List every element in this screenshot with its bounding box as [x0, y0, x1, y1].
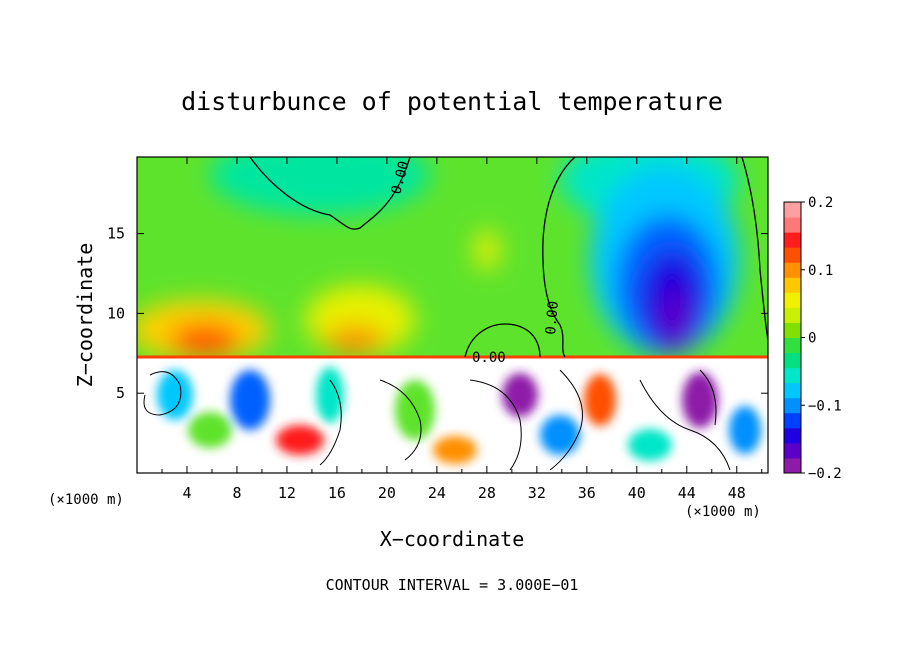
colorbar-swatch	[784, 202, 801, 218]
eddy-13	[729, 406, 761, 454]
x-tick-label: 24	[428, 484, 446, 502]
colorbar-swatch	[784, 397, 801, 414]
colorbar-swatch	[784, 427, 801, 444]
x-axis-ticks: 4 8 12 16 20 24 28 32 36 40 44 48	[161, 157, 763, 502]
colorbar-swatch	[784, 457, 801, 474]
x-tick-label: 20	[378, 484, 396, 502]
eddy-contours	[143, 369, 731, 471]
colorbar-tick-label: −0.2	[808, 466, 842, 482]
colorbar-swatch	[784, 307, 801, 323]
colorbar-swatch	[784, 442, 801, 459]
x-tick-label: 28	[478, 484, 496, 502]
cold-core-region	[659, 288, 691, 348]
x-unit-left: (×1000 m)	[48, 492, 124, 508]
y-tick-label: 15	[107, 225, 125, 243]
warm-spot	[475, 230, 499, 270]
eddy-contour-4	[469, 379, 522, 471]
cool-top-band	[210, 157, 430, 215]
contour-interval-note: CONTOUR INTERVAL = 3.000E−01	[326, 576, 579, 594]
colorbar-tick-label: −0.1	[808, 398, 842, 414]
y-tick-label: 10	[107, 304, 125, 322]
eddy-6	[395, 380, 435, 440]
x-tick-label: 32	[528, 484, 546, 502]
colorbar-swatch	[784, 232, 801, 248]
warm-core-left	[170, 324, 240, 356]
colorbar-tick-label: 0.1	[808, 263, 833, 279]
zero-contour-far-right	[741, 157, 768, 341]
colorbar-swatch	[784, 262, 801, 278]
colorbar-swatch	[784, 277, 801, 293]
x-tick-label: 12	[278, 484, 296, 502]
colorbar-swatch	[784, 352, 801, 369]
eddy-contour-6	[639, 379, 731, 471]
colorbar-tick-label: 0	[808, 331, 816, 347]
eddy-contour-2	[319, 379, 342, 466]
x-tick-label: 36	[578, 484, 596, 502]
y-tick-label: 5	[116, 384, 125, 402]
eddy-contour-1	[143, 371, 182, 416]
x-tick-label: 4	[182, 484, 191, 502]
eddy-7	[433, 436, 477, 464]
x-tick-label: 48	[728, 484, 746, 502]
upper-layer-features	[137, 157, 740, 360]
colorbar-swatch	[784, 322, 801, 338]
x-unit-right: (×1000 m)	[685, 504, 761, 520]
zero-contour-left	[249, 157, 411, 230]
y-axis-ticks: 5 10 15	[107, 225, 768, 402]
colorbar-swatch	[784, 367, 801, 384]
zero-contours	[249, 157, 768, 358]
eddy-12	[682, 372, 718, 428]
x-axis-label: X−coordinate	[380, 527, 525, 551]
eddy-5	[316, 367, 344, 423]
eddy-10	[584, 374, 616, 426]
eddy-4	[276, 425, 324, 455]
colorbar: 0.2 0.1 0 −0.1 −0.2	[783, 195, 842, 482]
x-tick-label: 16	[328, 484, 346, 502]
eddy-11	[628, 429, 672, 461]
warm-core-mid	[325, 326, 385, 354]
x-tick-label: 40	[628, 484, 646, 502]
contour-label-3: 0.00	[472, 350, 506, 366]
chart-title: disturbunce of potential temperature	[181, 87, 723, 116]
colorbar-swatch	[784, 217, 801, 233]
colorbar-swatch	[784, 247, 801, 263]
eddy-contour-3	[379, 379, 422, 461]
lower-layer-eddies	[157, 367, 761, 464]
eddy-1	[157, 370, 193, 420]
eddy-2	[188, 412, 232, 448]
colorbar-swatch	[784, 412, 801, 429]
colorbar-tick-label: 0.2	[808, 195, 833, 211]
heatmap-field: 0.00 0.00 0.00	[137, 157, 768, 473]
y-axis-label: Z−coordinate	[73, 243, 97, 388]
zero-contour-right	[542, 157, 576, 358]
colorbar-swatch	[784, 337, 801, 354]
eddy-contour-7	[699, 369, 717, 426]
plot-frame	[136, 156, 769, 474]
x-tick-label: 44	[678, 484, 696, 502]
eddy-9	[540, 415, 580, 455]
eddy-contour-5	[549, 369, 583, 471]
colorbar-swatch	[784, 292, 801, 308]
x-tick-label: 8	[232, 484, 241, 502]
eddy-8	[502, 373, 538, 417]
contour-label-2: 0.00	[543, 300, 562, 335]
colorbar-swatch	[784, 382, 801, 399]
eddy-3	[230, 370, 270, 430]
zero-contour-small	[464, 323, 541, 358]
